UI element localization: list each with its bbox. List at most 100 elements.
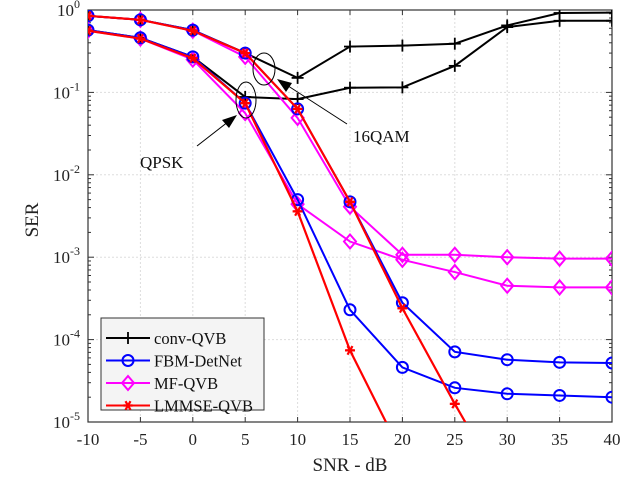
y-tick-label: 100 <box>57 0 80 20</box>
series-lmmse-qvb-16qam <box>88 10 467 422</box>
x-tick-label: 30 <box>499 430 516 449</box>
circle-marker <box>553 355 567 369</box>
asterisk-marker <box>292 104 303 114</box>
circle-marker <box>291 102 305 116</box>
asterisk-marker <box>135 33 146 44</box>
16qam-arrow-line <box>281 81 348 125</box>
circle-marker <box>343 195 357 209</box>
x-tick-label: 5 <box>241 430 250 449</box>
marker-stroke <box>88 28 92 36</box>
diamond-marker <box>447 263 463 281</box>
asterisk-marker <box>187 25 198 36</box>
x-tick-label: 35 <box>551 430 568 449</box>
circle-marker <box>553 388 567 402</box>
qpsk-ellipse <box>235 81 257 119</box>
asterisk-marker <box>397 303 408 314</box>
circle-marker <box>238 96 252 110</box>
diamond-marker <box>552 278 567 296</box>
diamond-marker <box>552 250 567 268</box>
circle-marker <box>448 381 462 395</box>
asterisk-marker <box>345 345 355 356</box>
y-tick-label: 10-2 <box>53 162 80 185</box>
series-group <box>88 10 612 422</box>
x-tick-label: 25 <box>446 430 463 449</box>
16qam-ellipse <box>252 52 276 86</box>
legend: conv-QVB FBM-DetNet MF-QVB LMMSE-QVB <box>100 317 265 416</box>
axes: -10 -5 0 5 10 15 20 25 30 35 40 100 10-1 10-2 10-3 10-4… <box>53 0 621 449</box>
marker-stroke <box>88 10 92 19</box>
y-tick-label: 10-3 <box>53 244 80 267</box>
marker-stroke <box>88 13 92 21</box>
circle-marker <box>448 345 462 359</box>
legend-label: FBM-DetNet <box>154 352 242 371</box>
asterisk-marker <box>88 25 93 36</box>
plus-marker <box>291 71 304 84</box>
y-axis-label: SER <box>22 202 43 237</box>
circle-marker <box>238 46 252 60</box>
diamond-marker <box>237 48 253 66</box>
plus-marker <box>553 14 566 27</box>
circle-marker <box>395 360 409 374</box>
diamond-marker <box>395 251 410 269</box>
plot-frame <box>87 9 613 423</box>
circle-marker <box>500 353 514 367</box>
plus-marker <box>448 59 461 72</box>
x-tick-label: 10 <box>289 430 306 449</box>
16qam-label: 16QAM <box>353 127 410 146</box>
legend-entry-mf-qvb: MF-QVB <box>106 374 218 393</box>
asterisk-marker <box>345 196 355 207</box>
diamond-marker <box>342 232 358 251</box>
qpsk-arrowhead <box>222 115 237 128</box>
asterisk-marker <box>135 14 146 25</box>
circle-marker <box>605 356 612 370</box>
plus-marker <box>501 21 514 34</box>
circle-marker <box>500 387 514 401</box>
asterisk-marker <box>88 10 93 21</box>
diamond-marker <box>604 278 612 296</box>
y-tick-label: 10-1 <box>53 79 80 102</box>
x-axis-label: SNR - dB <box>313 455 388 476</box>
x-tick-label: 15 <box>342 430 359 449</box>
diamond-marker <box>88 22 96 40</box>
x-tick-label: 0 <box>189 430 198 449</box>
legend-label: MF-QVB <box>154 374 218 393</box>
legend-entry-fbm-detnet: FBM-DetNet <box>106 352 242 371</box>
diamond-marker <box>499 248 515 266</box>
legend-entry-conv-qvb: conv-QVB <box>106 329 226 348</box>
circle-marker <box>88 23 95 37</box>
plus-marker <box>122 332 134 344</box>
plus-marker <box>606 10 612 19</box>
y-tick-label: 10-4 <box>53 327 80 350</box>
diamond-marker <box>120 374 136 392</box>
asterisk-marker <box>240 48 251 58</box>
x-tick-label: 40 <box>604 430 621 449</box>
asterisk-marker <box>187 53 198 64</box>
annotations: QPSK 16QAM <box>140 52 410 172</box>
diamond-marker <box>395 246 410 264</box>
legend-label: LMMSE-QVB <box>154 397 253 416</box>
y-tick-label: 10-5 <box>53 409 80 432</box>
circle-marker <box>343 303 357 317</box>
plus-marker <box>606 14 612 27</box>
diamond-marker <box>447 246 463 264</box>
diamond-marker <box>499 277 515 295</box>
circle-marker <box>605 390 612 404</box>
x-tick-label: -5 <box>133 430 147 449</box>
plus-marker <box>344 81 356 94</box>
plus-marker <box>396 81 409 94</box>
asterisk-marker <box>292 206 303 217</box>
series-lmmse-qvb-qpsk <box>88 25 388 422</box>
circle-marker <box>121 354 135 367</box>
plus-marker <box>344 40 356 53</box>
plus-marker <box>396 39 409 52</box>
x-tick-label: -10 <box>77 430 100 449</box>
asterisk-marker <box>240 98 251 109</box>
marker-stroke <box>88 25 92 33</box>
diamond-marker <box>604 250 612 268</box>
x-tick-label: 20 <box>394 430 411 449</box>
qpsk-label: QPSK <box>140 153 184 172</box>
16qam-arrowhead <box>277 79 292 92</box>
legend-label: conv-QVB <box>154 329 226 348</box>
legend-entry-lmmse-qvb: LMMSE-QVB <box>106 397 253 416</box>
